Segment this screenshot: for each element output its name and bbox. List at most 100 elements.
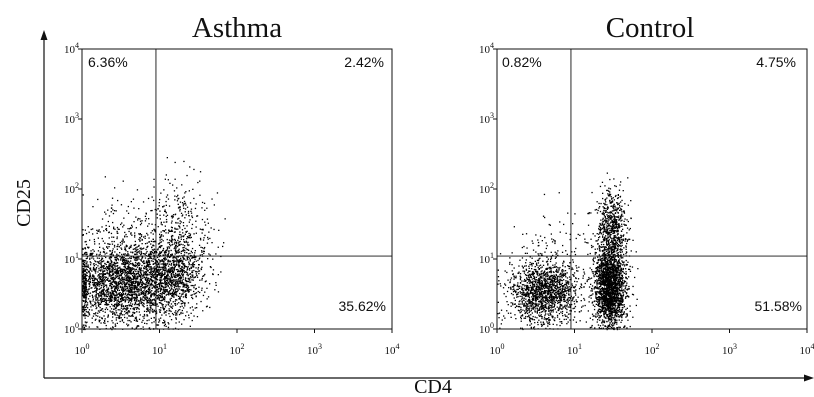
event-dot-population-1	[524, 265, 526, 267]
event-dot-population-2	[151, 280, 153, 282]
event-dot-population-1	[542, 291, 545, 293]
event-dot-population-2	[177, 283, 180, 285]
event-dot-population-1	[190, 294, 192, 296]
event-dot-population-1	[557, 302, 559, 304]
event-dot-population-1	[128, 270, 131, 273]
event-dot-population-1	[110, 296, 112, 298]
event-dot-population-1	[127, 265, 130, 267]
event-dot-population-4	[150, 232, 152, 234]
event-dot-population-1	[552, 306, 554, 308]
event-dot-population-3	[164, 178, 166, 180]
event-dot-population-3	[143, 247, 145, 249]
event-dot-population-1	[91, 309, 93, 311]
event-dot-population-2	[176, 251, 178, 253]
event-dot-population-2	[184, 266, 186, 268]
event-dot-population-1	[129, 283, 131, 286]
event-dot-population-2	[150, 276, 153, 278]
event-dot-population-2	[194, 256, 196, 258]
event-dot-population-1	[550, 293, 552, 296]
event-dot-population-1	[552, 280, 554, 282]
event-dot-population-1	[85, 262, 87, 264]
event-dot-population-1	[118, 315, 120, 317]
event-dot-population-1	[134, 269, 136, 271]
event-dot-population-2	[176, 290, 178, 293]
event-dot-population-1	[112, 221, 114, 224]
event-dot-population-2	[135, 295, 137, 297]
event-dot-population-1	[115, 317, 117, 319]
event-dot-population-1	[108, 243, 110, 245]
event-dot-population-1	[185, 290, 187, 292]
event-dot-population-1	[553, 293, 556, 296]
event-dot-population-1	[116, 232, 118, 234]
event-dot-population-3	[165, 218, 168, 221]
event-dot-population-1	[102, 240, 104, 242]
event-dot-population-4	[118, 228, 120, 230]
event-dot-population-2	[137, 285, 139, 287]
event-dot-population-2	[174, 300, 176, 302]
event-dot-population-3	[180, 243, 182, 245]
event-dot-population-1	[538, 301, 541, 303]
event-dot-population-1	[146, 264, 148, 266]
event-dot-population-3	[178, 233, 181, 236]
event-dot-population-1	[83, 307, 85, 309]
event-dot-population-1	[133, 272, 136, 275]
event-dot-population-1	[135, 264, 137, 266]
event-dot-population-1	[145, 265, 148, 267]
event-dot-population-1	[153, 316, 155, 319]
event-dot-population-1	[147, 300, 149, 302]
event-dot-population-4	[97, 198, 99, 201]
event-dot-population-2	[217, 274, 219, 276]
event-dot-population-1	[529, 318, 531, 320]
event-dot-population-2	[174, 253, 176, 255]
event-dot-population-3	[177, 194, 179, 196]
event-dot-population-1	[113, 285, 115, 287]
event-dot-population-1	[189, 325, 191, 327]
event-dot-population-1	[538, 314, 540, 316]
event-dot-population-2	[161, 275, 163, 277]
event-dot-population-2	[185, 296, 187, 299]
event-dot-population-1	[83, 327, 85, 330]
event-dot-population-2	[161, 304, 163, 306]
event-dot-population-3	[188, 235, 190, 237]
event-dot-population-1	[140, 278, 143, 280]
event-dot-population-1	[111, 299, 113, 301]
event-dot-population-2	[168, 272, 171, 274]
event-dot-population-1	[104, 293, 106, 295]
event-dot-population-1	[130, 290, 133, 292]
event-dot-population-2	[161, 314, 163, 316]
event-dot-population-4	[101, 218, 104, 220]
event-dot-population-1	[112, 274, 115, 276]
event-dot-population-3	[204, 209, 206, 211]
event-dot-population-1	[559, 285, 562, 288]
event-dot-population-2	[146, 274, 149, 276]
event-dot-population-1	[124, 260, 126, 262]
event-dot-population-1	[140, 301, 143, 303]
event-dot-population-1	[102, 287, 105, 289]
event-dot-population-1	[130, 291, 132, 293]
event-dot-population-2	[184, 271, 186, 274]
event-dot-population-2	[177, 259, 179, 261]
event-dot-population-1	[168, 294, 170, 296]
event-dot-population-1	[146, 319, 148, 322]
event-dot-population-2	[173, 291, 176, 294]
event-dot-population-2	[168, 263, 171, 265]
event-dot-population-1	[99, 280, 101, 283]
event-dot-population-1	[94, 287, 96, 289]
event-dot-population-1	[141, 304, 144, 306]
event-dot-population-1	[561, 322, 563, 324]
event-dot-population-2	[138, 267, 141, 270]
event-dot-population-1	[121, 289, 123, 291]
event-dot-population-1	[97, 312, 99, 314]
event-dot-population-1	[163, 267, 166, 269]
event-dot-population-1	[136, 300, 138, 302]
event-dot-population-1	[547, 274, 549, 277]
event-dot-population-1	[82, 272, 84, 274]
event-dot-population-1	[166, 282, 168, 284]
event-dot-population-1	[563, 260, 565, 262]
event-dot-population-2	[158, 265, 160, 267]
event-dot-population-1	[542, 264, 545, 266]
event-dot-population-1	[121, 253, 123, 256]
event-dot-population-1	[111, 300, 113, 302]
event-dot-population-1	[128, 277, 130, 279]
event-dot-population-3	[144, 220, 147, 222]
